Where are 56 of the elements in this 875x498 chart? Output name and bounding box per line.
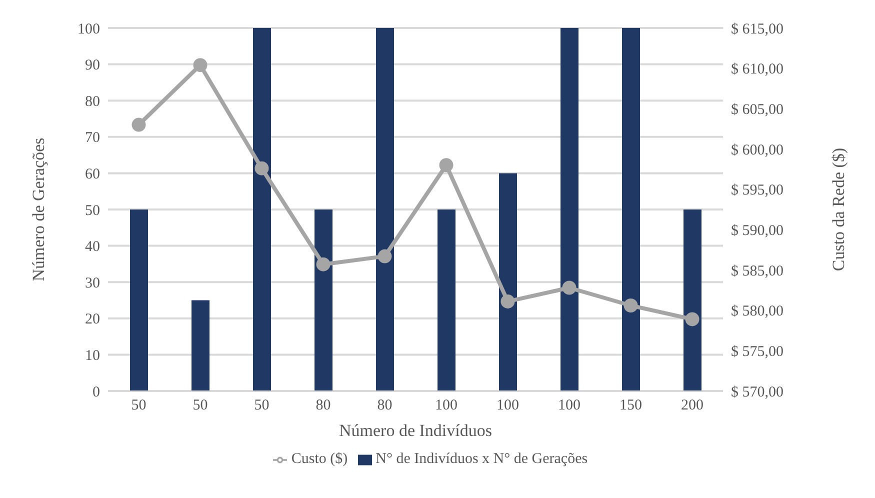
y2-tick-label: $ 595,00 [731, 182, 784, 199]
bar [438, 210, 456, 391]
y2-tick-label: $ 600,00 [731, 142, 784, 158]
y2-tick-label: $ 585,00 [731, 263, 784, 280]
point [254, 161, 269, 176]
point [624, 298, 638, 312]
point [193, 58, 208, 72]
bar [253, 28, 271, 391]
bar [130, 210, 148, 391]
y2-tick-label: $ 610,00 [731, 62, 784, 78]
y-tick-label: 50 [85, 202, 100, 219]
y2-axis-title: Custo da Rede ($) [829, 148, 848, 272]
y2-tick-label: $ 605,00 [731, 102, 784, 118]
y-tick-label: 20 [85, 312, 100, 328]
x-tick-label: 50 [254, 398, 270, 414]
point [378, 249, 392, 264]
point [500, 294, 515, 308]
bar [622, 28, 640, 391]
point [439, 158, 454, 172]
y-tick-label: 0 [92, 384, 100, 400]
point [316, 257, 330, 272]
x-tick-label: 80 [377, 398, 392, 414]
y2-tick-label: $ 575,00 [731, 344, 784, 360]
bar [499, 173, 517, 391]
x-tick-label: 200 [681, 398, 704, 414]
bar [376, 28, 394, 391]
y-tick-label: 30 [85, 275, 100, 292]
legend-label: Custo ($) [291, 451, 348, 467]
x-tick-label: 100 [558, 398, 580, 414]
x-tick-label: 100 [435, 398, 458, 414]
y2-tick-label: $ 570,00 [731, 384, 784, 400]
x-tick-label: 150 [620, 398, 642, 414]
y-axis-title: Número de Gerações [29, 138, 48, 282]
y-tick-label: 70 [85, 130, 100, 146]
bar [314, 210, 332, 391]
x-tick-label: 50 [131, 398, 146, 414]
bar [684, 210, 702, 391]
y2-tick-label: $ 590,00 [731, 222, 784, 239]
y-tick-label: 90 [85, 58, 100, 74]
y2-tick-label: $ 580,00 [731, 304, 784, 320]
y-tick-label: 10 [85, 348, 100, 364]
point [132, 118, 146, 132]
y2-tick-label: $ 615,00 [731, 21, 784, 38]
y-tick-label: 60 [85, 166, 100, 183]
x-tick-label: 50 [192, 398, 208, 414]
x-tick-label: 80 [316, 398, 331, 414]
point [562, 280, 576, 295]
x-axis-title: Número de Indivíduos [339, 421, 492, 440]
point [685, 312, 700, 326]
bar [560, 28, 578, 391]
legend-label: N° de Indivíduos x N° de Gerações [376, 451, 588, 467]
y-tick-label: 40 [85, 239, 100, 256]
y-tick-label: 80 [85, 94, 100, 110]
bar [192, 300, 210, 391]
y-tick-label: 100 [78, 21, 100, 38]
x-tick-label: 100 [496, 398, 519, 414]
